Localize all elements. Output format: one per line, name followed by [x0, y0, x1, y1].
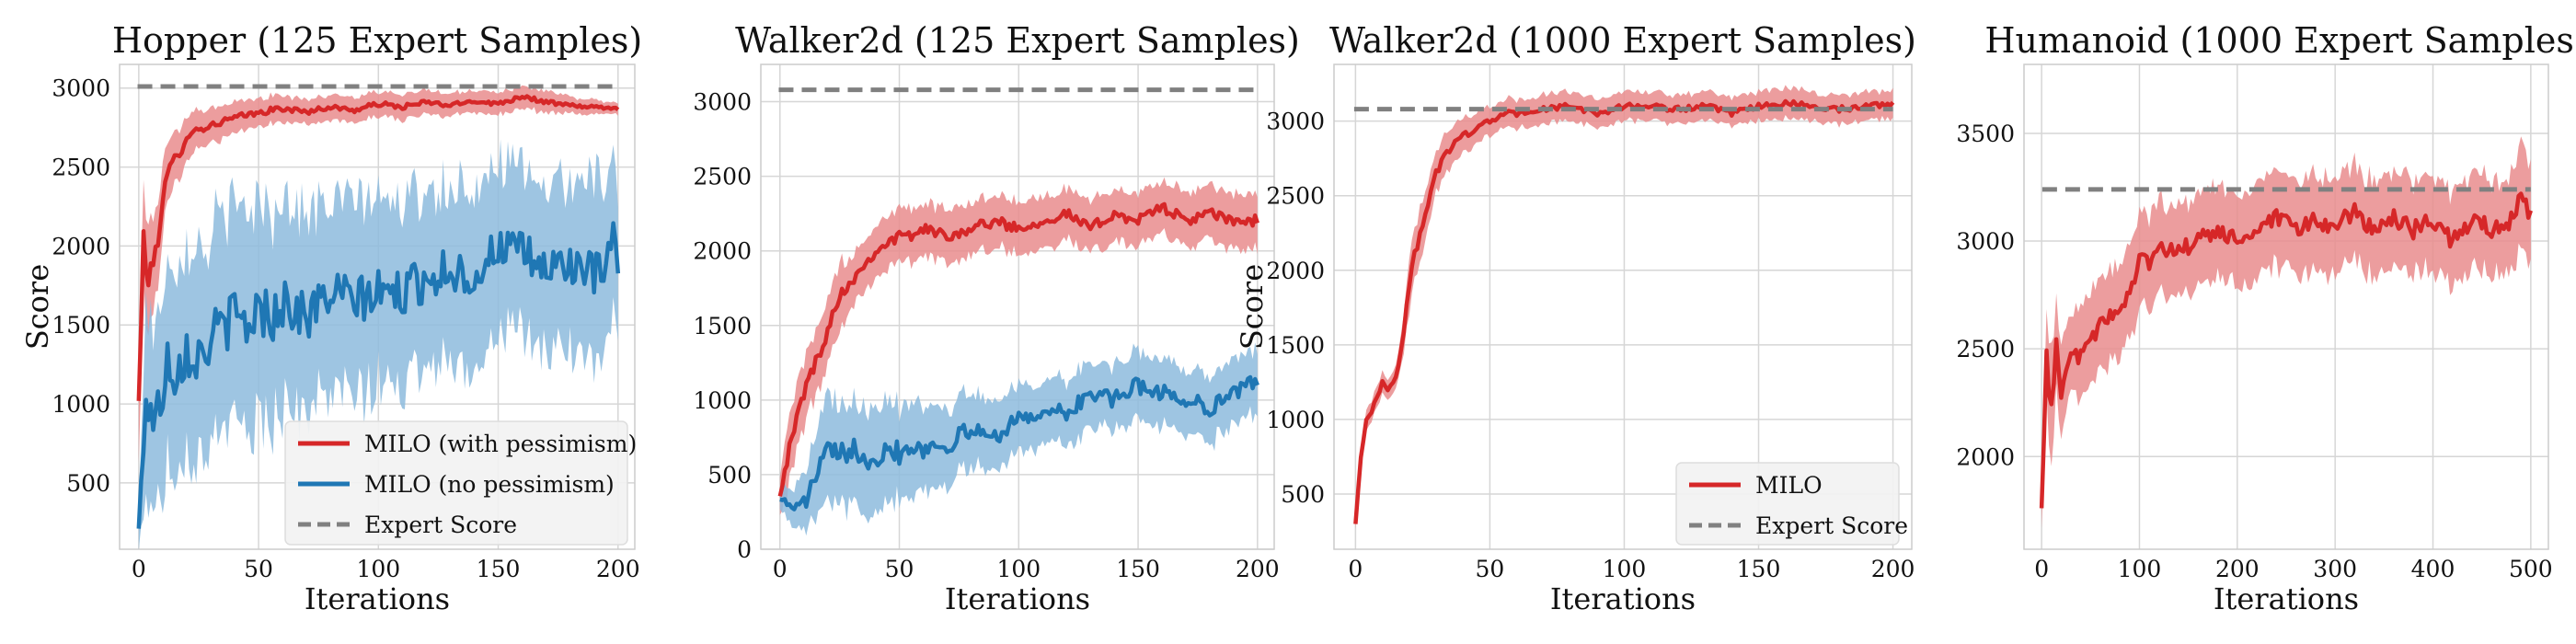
chart-panel-4: 0 100 200 300 400 500 2000 2500 3000 3500 Humanoid…: [1956, 20, 2576, 616]
x-tick-label: 0: [773, 556, 788, 582]
y-tick-label: 1500: [1266, 332, 1325, 359]
y-tick-label: 3000: [1266, 109, 1325, 135]
y-axis-label: Score: [20, 264, 55, 350]
series-line-1: [2039, 191, 2534, 509]
x-tick-label: 150: [1116, 556, 1160, 582]
x-axis-label: Iterations: [945, 581, 1090, 616]
y-tick-label: 2500: [1956, 336, 2015, 362]
axes-frame: [119, 63, 636, 550]
y-tick-label: 2000: [1266, 258, 1325, 284]
x-tick-label: 400: [2411, 556, 2455, 582]
y-tick-label: 1500: [52, 312, 110, 339]
y-tick-label: 1000: [693, 387, 752, 414]
y-tick-label: 500: [707, 462, 752, 489]
y-tick-label: 2000: [1956, 443, 2015, 470]
y-tick-label: 500: [1281, 481, 1325, 508]
y-tick-label: 3000: [693, 89, 752, 116]
y-tick-label: 3000: [52, 75, 110, 102]
series-band-1: [2041, 136, 2531, 529]
x-tick-label: 0: [132, 556, 146, 582]
series-line-2: [136, 221, 621, 529]
x-tick-label: 150: [477, 556, 521, 582]
lines: [777, 201, 1259, 512]
x-tick-label: 300: [2313, 556, 2357, 582]
x-tick-label: 100: [2118, 556, 2162, 582]
chart-title: Walker2d (1000 Expert Samples): [1329, 20, 1916, 61]
chart-title: Hopper (125 Expert Samples): [112, 20, 642, 61]
lines: [2039, 191, 2534, 509]
legend: MILO (with pessimism) MILO (no pessimism)…: [284, 420, 637, 546]
axes-frame: [760, 63, 1275, 550]
axes-frame: [2023, 63, 2549, 550]
y-axis-label: Score: [1235, 264, 1270, 350]
legend: MILO Expert Score: [1675, 462, 1908, 546]
y-tick-label: 0: [737, 536, 752, 563]
legend-label: MILO (no pessimism): [364, 471, 615, 498]
x-tick-label: 200: [1871, 556, 1915, 582]
x-tick-label: 100: [1603, 556, 1647, 582]
y-tick-label: 2500: [52, 155, 110, 181]
x-tick-label: 50: [1476, 556, 1505, 582]
axes-frame: [1333, 63, 1913, 550]
x-tick-label: 200: [596, 556, 640, 582]
legend-label: Expert Score: [364, 512, 517, 538]
chart-title: Humanoid (1000 Expert Samples): [1984, 20, 2576, 61]
series-line-1: [136, 94, 620, 401]
chart-title: Walker2d (125 Expert Samples): [735, 20, 1300, 61]
bands: [2041, 136, 2531, 529]
x-tick-label: 50: [244, 556, 273, 582]
x-tick-label: 200: [1236, 556, 1280, 582]
series-line-1: [1353, 98, 1895, 524]
lines: [1353, 98, 1895, 524]
x-tick-label: 200: [2215, 556, 2260, 582]
y-tick-label: 1000: [1266, 407, 1325, 433]
x-tick-label: 100: [356, 556, 400, 582]
y-tick-label: 2000: [693, 238, 752, 265]
x-axis-label: Iterations: [2214, 581, 2359, 616]
chart-panel-3: 0 50 100 150 200 500 1000 1500 2000 2500 3000 Walke…: [1235, 20, 1916, 616]
plot-content: [777, 87, 1259, 536]
series-band-1: [138, 85, 618, 463]
legend-label: Expert Score: [1755, 512, 1908, 539]
lines: [136, 94, 621, 529]
x-axis-label: Iterations: [305, 581, 450, 616]
x-tick-label: 100: [996, 556, 1041, 582]
plot-content: [1353, 85, 1895, 530]
y-tick-label: 3000: [1956, 228, 2015, 255]
y-tick-label: 1500: [693, 313, 752, 339]
x-tick-label: 150: [1737, 556, 1781, 582]
x-tick-label: 0: [2034, 556, 2049, 582]
x-tick-label: 50: [885, 556, 914, 582]
legend-label: MILO (with pessimism): [364, 431, 637, 457]
y-tick-label: 2000: [52, 233, 110, 259]
y-tick-label: 500: [66, 470, 110, 497]
series-line-2: [779, 374, 1259, 512]
y-tick-label: 1000: [52, 391, 110, 418]
x-axis-label: Iterations: [1550, 581, 1696, 616]
y-tick-label: 3500: [1956, 121, 2015, 147]
plot-content: [136, 84, 621, 549]
plot-content: [2039, 136, 2534, 529]
chart-panel-2: 0 50 100 150 200050010001500200025003000Walk…: [693, 20, 1300, 616]
y-tick-label: 2500: [1266, 183, 1325, 210]
legend-box: [284, 420, 628, 546]
chart-panel-1: 0 50 100 150 200 500 1000 1500 2000 2500 3000Hoppe…: [20, 20, 642, 616]
x-tick-label: 0: [1348, 556, 1363, 582]
y-tick-label: 2500: [693, 164, 752, 190]
series-line-1: [777, 201, 1259, 497]
x-tick-label: 500: [2509, 556, 2553, 582]
legend-label: MILO: [1755, 472, 1823, 499]
